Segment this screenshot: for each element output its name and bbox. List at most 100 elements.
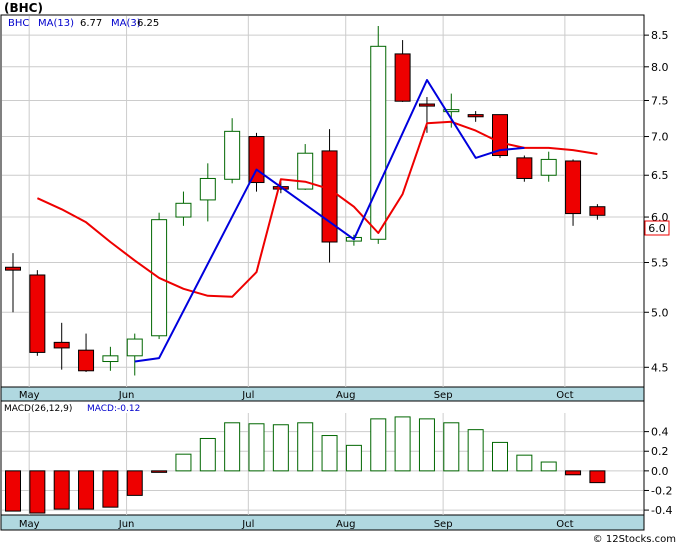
price-x-tick-label: May [19, 390, 40, 401]
chart-title: (BHC) [4, 1, 43, 15]
candlestick [78, 333, 95, 372]
macd-bar-positive [370, 418, 387, 472]
candle-body-up [175, 202, 192, 218]
macd-x-tick-label: Aug [336, 519, 356, 530]
macd-value-label: MACD:-0.12 [87, 404, 140, 414]
candle-body-down [248, 136, 265, 184]
candlestick [102, 346, 119, 371]
price-y-tick-label: 8.5 [651, 29, 669, 42]
candle-body-up [126, 338, 143, 357]
candlestick [224, 118, 241, 184]
macd-bar-positive [272, 424, 289, 472]
moving-averages [36, 79, 598, 363]
macd-bar-negative [102, 470, 119, 508]
macd-bar-positive [199, 437, 216, 472]
candle-body-down [492, 114, 508, 157]
macd-bar-positive [394, 416, 411, 472]
candle-body-up [102, 355, 119, 363]
candle-body-up [224, 130, 241, 180]
candlestick [467, 111, 484, 122]
macd-bar-positive [418, 418, 435, 472]
macd-bar-positive [443, 422, 460, 472]
candlestick [53, 322, 70, 370]
macd-bar-negative [29, 470, 46, 514]
candlestick [492, 114, 508, 158]
price-x-axis-band [0, 386, 645, 402]
price-x-tick-label: Oct [556, 390, 573, 401]
macd-bar-positive [321, 435, 338, 472]
macd-y-tick-label: 0.2 [651, 445, 669, 458]
macd-y-tick-label: 0.4 [651, 426, 669, 439]
candle-body-up [540, 158, 557, 176]
macd-y-tick-label: -0.4 [651, 504, 672, 517]
candlestick [5, 253, 21, 313]
candle-body-down [418, 103, 435, 107]
macd-bar-positive [224, 422, 241, 472]
macd-x-tick-label: May [19, 519, 40, 530]
macd-x-axis-band [0, 514, 645, 531]
legend-symbol: BHC [8, 18, 29, 29]
price-y-tick-label: 7.5 [651, 95, 669, 108]
price-y-tick-label: 4.5 [651, 361, 669, 374]
macd-bar-negative [565, 470, 582, 476]
candlestick [394, 40, 411, 102]
macd-bar-positive [492, 441, 508, 472]
legend-ma3-label: MA(3) [111, 18, 141, 29]
macd-bar-positive [540, 461, 557, 472]
candlestick [540, 151, 557, 182]
price-y-tick-label: 8.0 [651, 61, 669, 74]
macd-x-tick-label: Jun [118, 519, 135, 530]
macd-y-tick-label: 0.0 [651, 465, 669, 478]
price-y-tick-label: 7.0 [651, 131, 669, 144]
candle-body-down [53, 341, 70, 349]
candle-body-down [516, 157, 533, 179]
macd-x-tick-label: Sep [434, 519, 453, 530]
axis-labels: May May Jun Jun Jul Jul Aug Aug Sep Sep Oct Oct 4.5 5… [19, 29, 673, 530]
legend-ma13-value: 6.77 [80, 18, 102, 29]
price-y-tick-label: 5.5 [651, 256, 669, 269]
price-x-tick-label: Sep [434, 390, 453, 401]
candlestick [126, 333, 143, 376]
macd-bar-positive [345, 444, 362, 472]
last-price-label: 6.0 [648, 222, 666, 235]
price-x-tick-label: Jun [118, 390, 135, 401]
candle-body-down [29, 274, 46, 353]
macd-histogram [5, 416, 606, 514]
grid-lines [2, 16, 643, 515]
macd-bar-negative [5, 470, 21, 512]
candle-body-up [370, 45, 387, 240]
macd-bar-positive [175, 453, 192, 472]
candlestick [151, 212, 168, 340]
candlestick [199, 163, 216, 222]
candle-body-down [589, 206, 606, 216]
ma3-line [134, 79, 525, 363]
macd-bar-positive [297, 422, 314, 472]
candle-body-down [467, 114, 484, 118]
macd-bar-negative [78, 470, 95, 510]
macd-bar-negative [589, 470, 606, 484]
last-price-box [644, 220, 670, 236]
price-x-tick-label: Jul [241, 390, 254, 401]
price-x-tick-label: Aug [336, 390, 356, 401]
price-y-tick-label: 6.5 [651, 169, 669, 182]
macd-x-tick-label: Jul [241, 519, 254, 530]
candlestick [29, 270, 46, 356]
candlestick [589, 204, 606, 220]
candle-body-down [321, 150, 338, 243]
candle-body-up [297, 152, 314, 190]
watermark: © 12Stocks.com [593, 534, 676, 545]
candle-body-down [78, 349, 95, 372]
candlestick [248, 132, 265, 192]
legend-ma13-label: MA(13) [38, 18, 74, 29]
macd-bar-negative [53, 470, 70, 510]
price-y-tick-label: 5.0 [651, 306, 669, 319]
candlestick [370, 26, 387, 244]
macd-label: MACD(26,12,9) [4, 404, 72, 414]
candlestick [565, 159, 582, 226]
candle-body-down [5, 266, 21, 271]
ma13-line [36, 120, 598, 298]
macd-bar-negative [151, 470, 168, 473]
macd-bar-positive [516, 454, 533, 472]
